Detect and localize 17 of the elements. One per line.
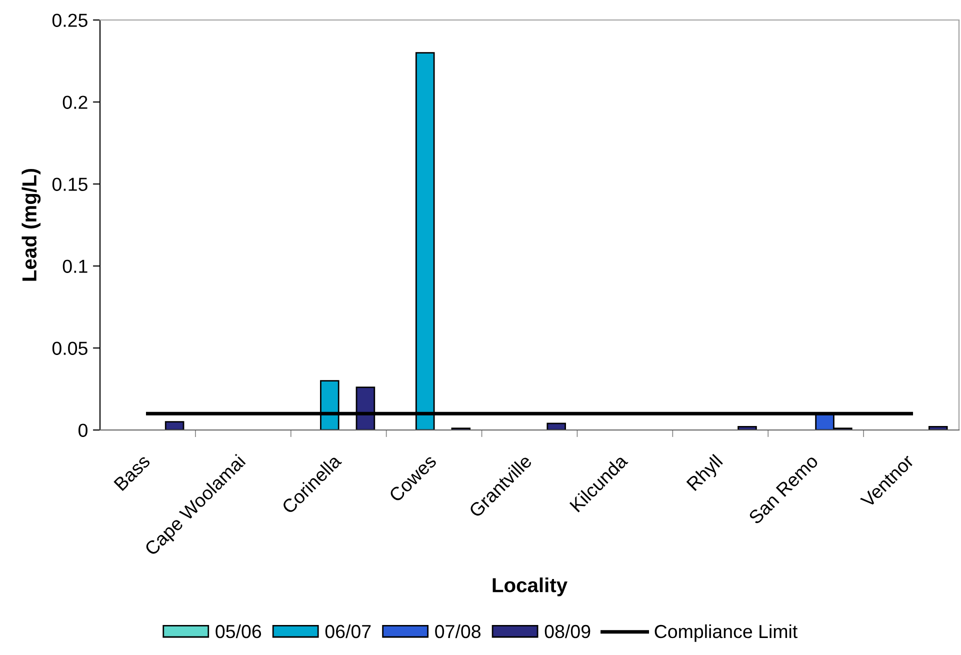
y-tick-label: 0.15 <box>52 178 88 191</box>
y-tick-label: 0.25 <box>52 14 88 27</box>
y-tick-label: 0.05 <box>52 342 88 355</box>
x-axis-title: Locality <box>492 577 568 596</box>
bar <box>164 421 184 430</box>
bar <box>738 426 757 430</box>
legend-label: 05/06 <box>216 624 262 638</box>
legend-label: Compliance Limit <box>654 624 798 642</box>
bar <box>928 426 948 430</box>
legend-label: 07/08 <box>435 624 480 638</box>
legend-label: 08/09 <box>544 624 590 638</box>
y-tick-label: 0.1 <box>62 260 88 273</box>
bar <box>546 422 566 430</box>
y-tick-label: 0.2 <box>62 96 88 109</box>
y-tick-label: 0 <box>78 424 88 437</box>
y-axis-title: Lead (mg/L) <box>22 168 41 281</box>
legend-label: 06/07 <box>325 624 371 638</box>
